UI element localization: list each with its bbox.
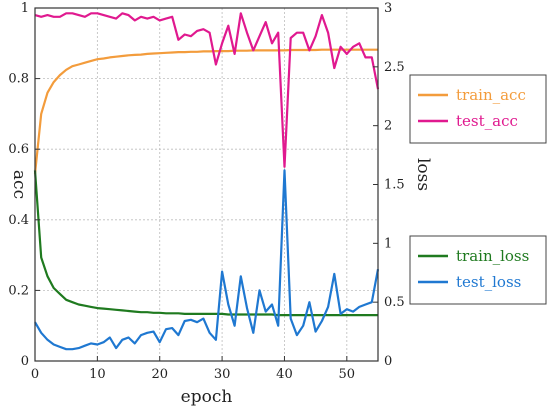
- series-line-test-acc: [34, 12, 380, 168]
- legend-label-test-loss: test_loss: [456, 273, 521, 291]
- x-tick-label: 30: [214, 367, 231, 382]
- y-right-tick-label: 0: [384, 354, 392, 369]
- y-right-tick-label: 2.5: [384, 60, 405, 75]
- series-lines: [33, 12, 380, 351]
- y-right-tick-label: 2: [384, 119, 392, 134]
- y-left-tick-label: 0: [21, 354, 29, 369]
- y-left-tick-label: 0.4: [8, 213, 29, 228]
- y-axis-right-label: loss: [413, 158, 433, 191]
- x-tick-label: 20: [151, 367, 168, 382]
- x-tick-label: 10: [89, 367, 106, 382]
- series-line-train-loss: [33, 170, 378, 317]
- series-line-test-loss: [34, 169, 380, 351]
- legend-label-test-acc: test_acc: [456, 112, 518, 130]
- y-left-tick-label: 0.8: [8, 72, 29, 87]
- y-left-tick-label: 0.2: [8, 283, 29, 298]
- legend-label-train-loss: train_loss: [456, 247, 529, 265]
- legend-label-train-acc: train_acc: [456, 86, 526, 104]
- y-right-tick-label: 0.5: [384, 295, 405, 310]
- x-tick-label: 40: [276, 367, 293, 382]
- y-axis-left-label: acc: [9, 170, 29, 199]
- series-line-train-acc: [33, 48, 378, 175]
- legend-box: [409, 235, 547, 305]
- legend-box: [409, 74, 547, 144]
- x-tick-label: 0: [31, 367, 39, 382]
- y-right-tick-label: 1.5: [384, 178, 405, 193]
- y-right-tick-label: 1: [384, 236, 392, 251]
- y-left-tick-label: 0.6: [8, 142, 29, 157]
- y-right-tick-label: 3: [384, 1, 392, 16]
- y-left-tick-label: 1: [21, 1, 29, 16]
- x-axis-label: epoch: [181, 387, 233, 407]
- legends: train_acc test_acc train_loss test_loss: [409, 74, 547, 305]
- x-tick-label: 50: [339, 367, 356, 382]
